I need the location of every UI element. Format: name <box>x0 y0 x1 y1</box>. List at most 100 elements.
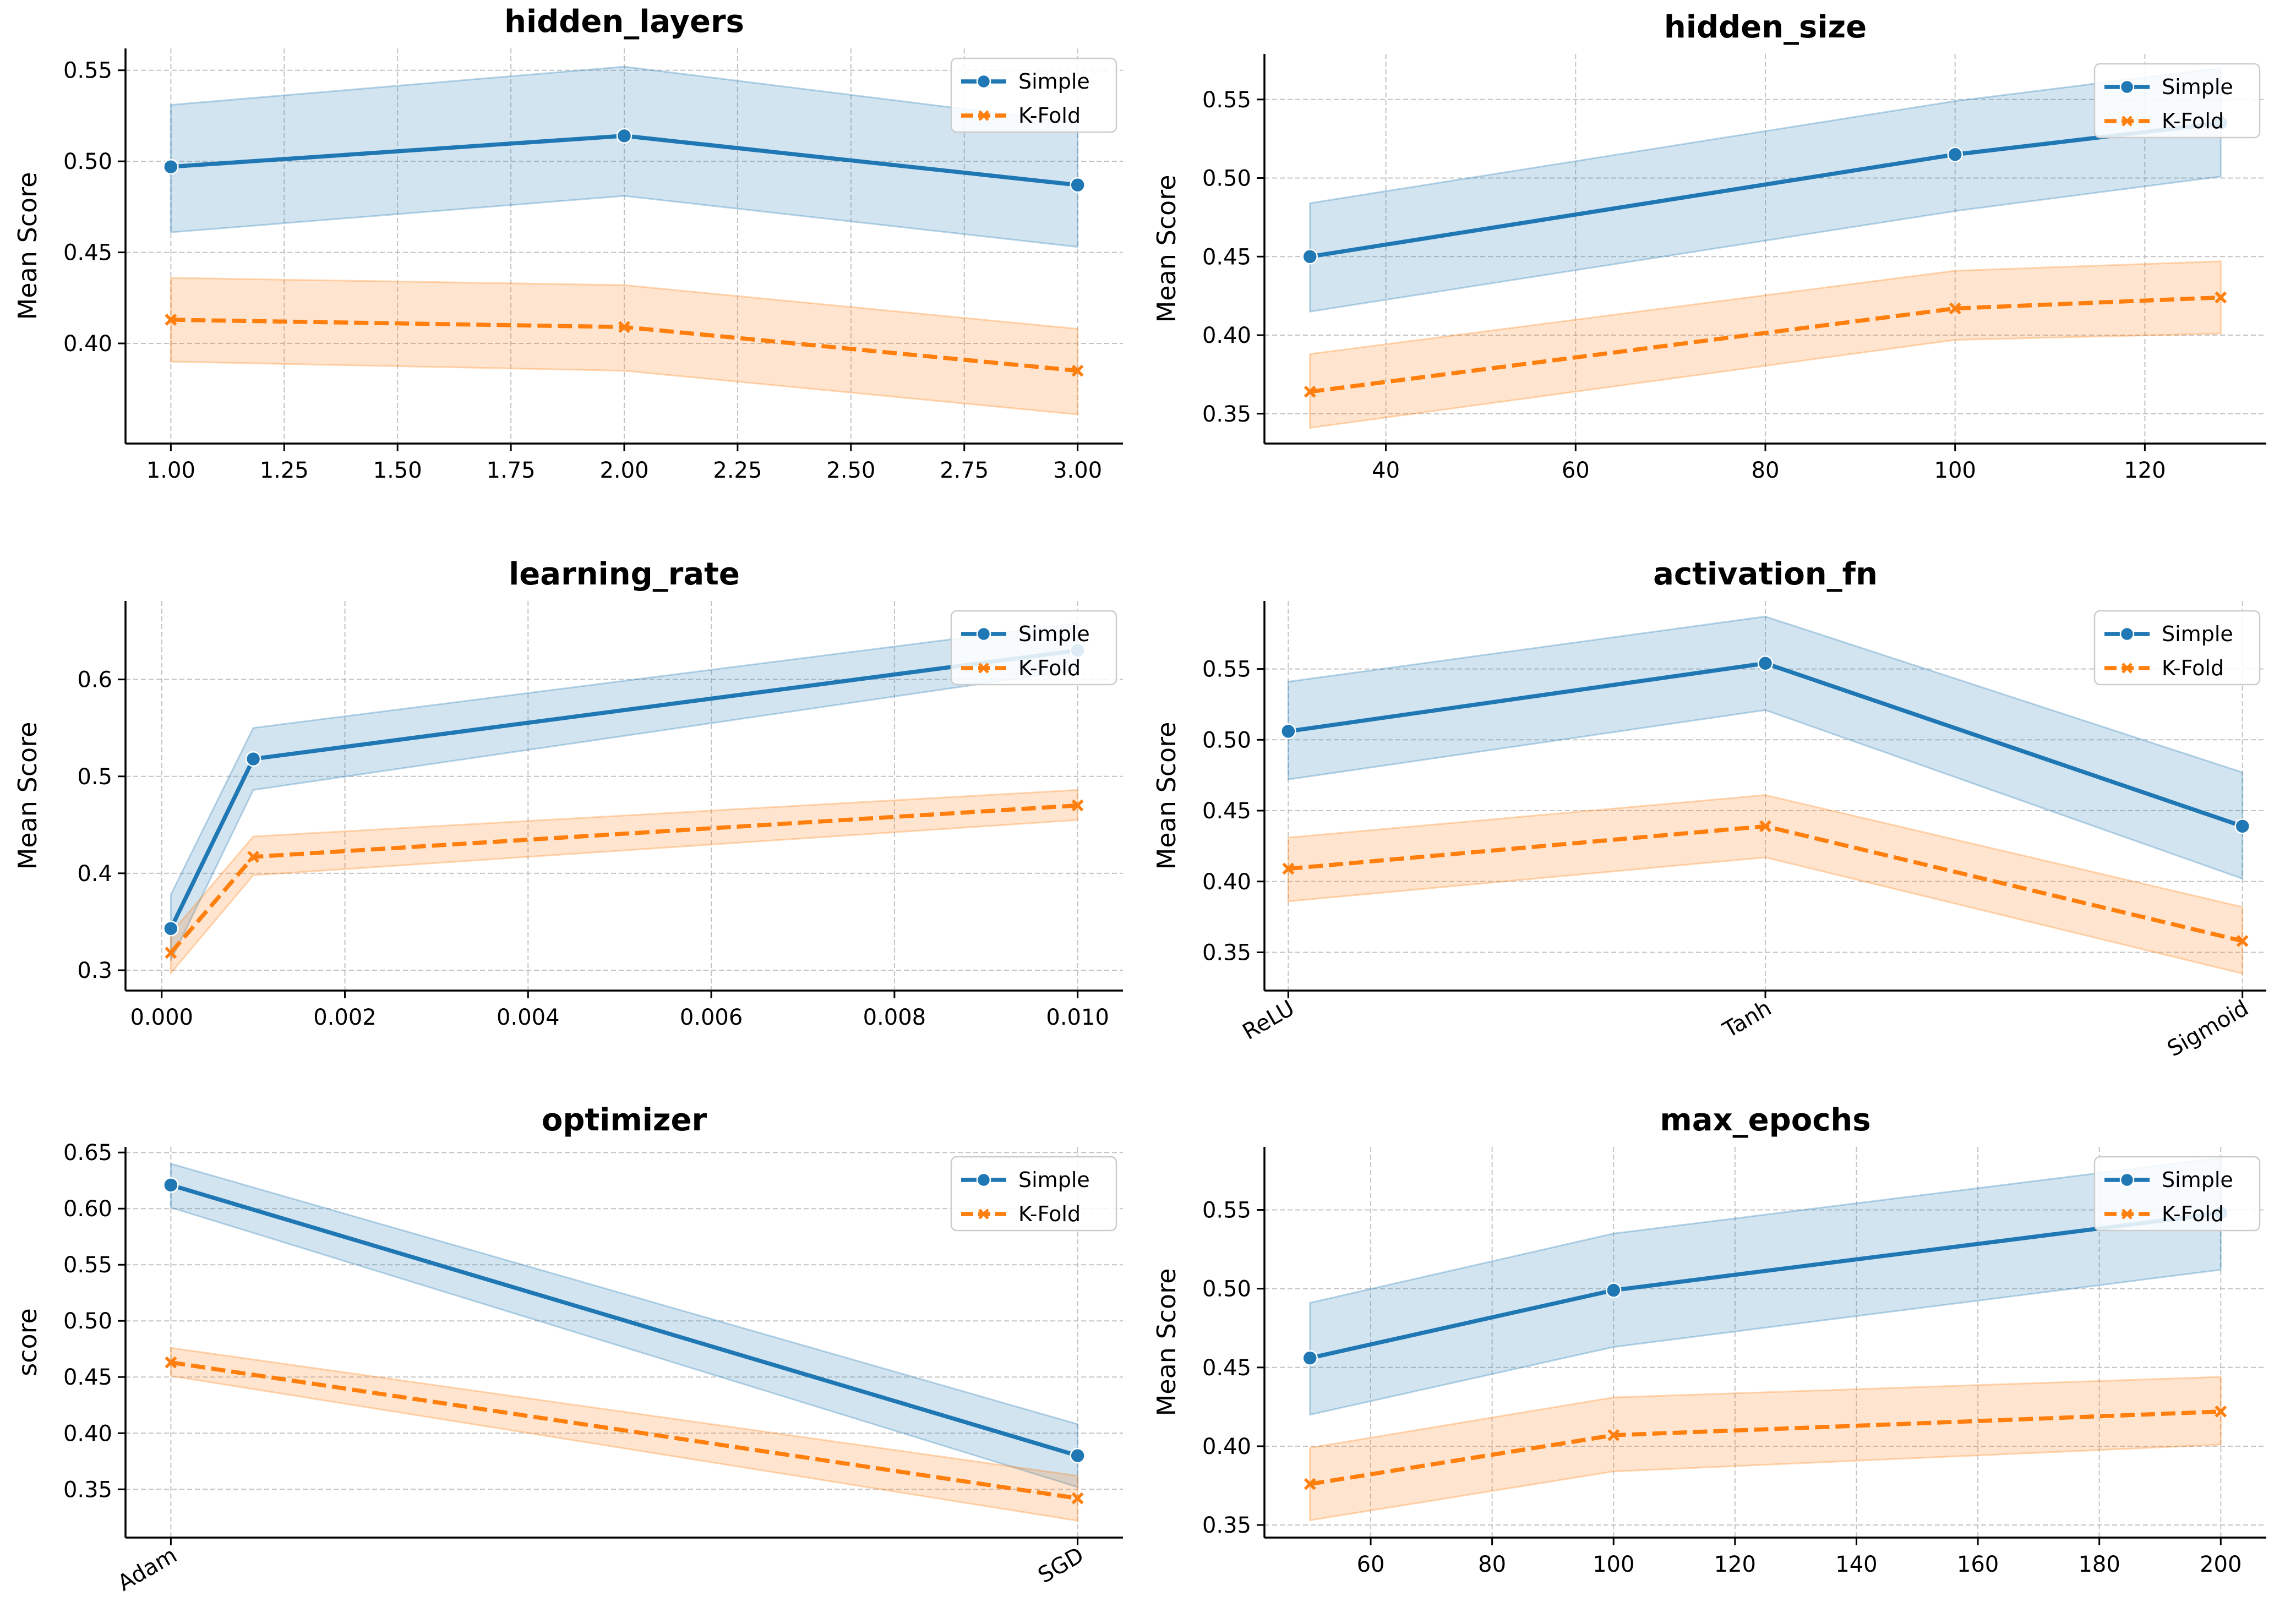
data-point-kfold <box>165 1356 177 1369</box>
chart-title: activation_fn <box>1653 556 1878 592</box>
data-point-simple <box>2234 818 2250 834</box>
y-tick-label: 0.3 <box>77 958 112 983</box>
legend-marker-simple <box>2119 79 2135 95</box>
chart-panel-optimizer: Adam SGD 0.35 0.40 0.45 0.50 0.55 0.60 0.65 optim… <box>13 1102 1123 1596</box>
confidence-band-simple <box>170 1162 1079 1489</box>
y-tick-label: 0.55 <box>1202 657 1251 682</box>
x-tick-label: 40 <box>1372 458 1400 483</box>
y-axis-label: Mean Score <box>13 172 42 320</box>
x-tick-label: 60 <box>1357 1552 1385 1577</box>
x-tick-label: 100 <box>1593 1552 1634 1577</box>
y-tick-label: 0.65 <box>63 1140 112 1166</box>
legend-marker-kfold <box>978 110 989 121</box>
confidence-band-k-fold <box>1309 260 2222 429</box>
x-tick-label: 80 <box>1478 1552 1506 1577</box>
x-tick-label: 0.006 <box>680 1005 743 1030</box>
x-tick-label: 2.00 <box>599 458 648 483</box>
data-point-kfold <box>618 321 630 333</box>
data-point-kfold <box>1071 1492 1084 1505</box>
legend-marker-simple <box>976 1172 991 1188</box>
legend-marker-kfold <box>978 663 989 674</box>
x-tick-label: 160 <box>1957 1552 1999 1577</box>
y-tick-label: 0.50 <box>1202 728 1251 753</box>
y-tick-label: 0.50 <box>1202 166 1251 192</box>
y-tick-label: 0.55 <box>63 1253 112 1278</box>
data-point-simple <box>163 921 179 937</box>
y-tick-label: 0.45 <box>63 1365 112 1390</box>
x-tick-label: 0.008 <box>863 1005 926 1030</box>
x-tick-label: Adam <box>113 1543 181 1596</box>
data-point-simple <box>616 128 632 144</box>
legend: Simple K-Fold <box>2093 610 2261 686</box>
x-tick-label: 0.010 <box>1046 1005 1109 1030</box>
legend-label: Simple <box>2162 75 2233 99</box>
x-tick-label: 200 <box>2200 1552 2242 1577</box>
x-tick-label: 2.50 <box>826 458 875 483</box>
x-tick-label: 140 <box>1835 1552 1877 1577</box>
data-point-simple <box>1757 655 1774 671</box>
legend-label: Simple <box>1018 69 1090 94</box>
legend-marker-kfold <box>978 1209 989 1220</box>
x-tick-label: 0.000 <box>130 1005 193 1030</box>
y-tick-label: 0.6 <box>77 668 112 693</box>
x-tick-label: 1.50 <box>373 458 422 483</box>
x-tick-label: 1.75 <box>487 458 536 483</box>
confidence-band-simple <box>1287 615 2244 880</box>
data-point-kfold <box>1949 302 1961 315</box>
x-tick-label: SGD <box>1034 1543 1088 1588</box>
confidence-band-simple <box>1309 67 2222 313</box>
x-tick-label: 2.25 <box>713 458 762 483</box>
data-point-kfold <box>1304 385 1316 398</box>
y-axis-label: score <box>13 1308 42 1376</box>
confidence-band-simple <box>170 65 1079 248</box>
chart-title: optimizer <box>542 1102 707 1138</box>
series-line-k-fold <box>170 1360 1078 1501</box>
y-tick-label: 0.50 <box>1202 1277 1251 1302</box>
y-tick-label: 0.40 <box>63 1421 112 1446</box>
chart-panel-hidden-size: 40 60 80 100 120 0.35 0.40 0.45 0.50 0.55 hidden_s… <box>1152 9 2266 483</box>
chart-panel-max-epochs: 60 80 100 120 140 160 180 200 0.35 0.40 0.45 0.50 0.… <box>1152 1102 2266 1577</box>
data-point-simple <box>1302 249 1318 265</box>
legend-marker-simple <box>976 626 991 642</box>
legend-marker-simple <box>2119 1172 2135 1188</box>
y-axis-label: Mean Score <box>13 722 42 870</box>
x-tick-label: 1.25 <box>260 458 309 483</box>
legend-marker-kfold <box>2122 1209 2133 1220</box>
y-tick-label: 0.55 <box>1202 88 1251 113</box>
y-tick-label: 0.35 <box>63 1477 112 1502</box>
x-tick-label: 120 <box>2124 458 2166 483</box>
y-tick-label: 0.55 <box>63 58 112 84</box>
data-point-kfold <box>2215 1406 2227 1418</box>
data-point-kfold <box>1282 862 1295 875</box>
y-tick-label: 0.50 <box>63 1309 112 1334</box>
confidence-band-k-fold <box>1287 794 2244 975</box>
y-tick-label: 0.4 <box>77 861 112 887</box>
data-point-simple <box>163 158 179 175</box>
legend-label: K-Fold <box>2162 1202 2224 1226</box>
data-point-kfold <box>165 314 177 326</box>
chart-title: max_epochs <box>1660 1102 1871 1138</box>
y-tick-label: 0.35 <box>1202 1513 1251 1538</box>
y-tick-label: 0.35 <box>1202 940 1251 965</box>
chart-title: hidden_layers <box>504 4 744 40</box>
data-point-simple <box>1280 723 1296 740</box>
legend-label: K-Fold <box>1018 1202 1081 1226</box>
legend: Simple K-Fold <box>950 57 1117 133</box>
legend-label: Simple <box>2162 622 2233 646</box>
legend: Simple K-Fold <box>2093 1156 2261 1232</box>
series-line-k-fold <box>1310 295 2221 394</box>
y-tick-label: 0.40 <box>63 331 112 357</box>
data-point-kfold <box>1304 1478 1316 1490</box>
confidence-band-simple <box>170 622 1079 961</box>
x-tick-label: 1.00 <box>146 458 195 483</box>
x-tick-label: ReLU <box>1239 996 1299 1045</box>
data-point-simple <box>163 1177 179 1193</box>
y-tick-label: 0.60 <box>63 1196 112 1222</box>
y-axis-label: Mean Score <box>1152 1268 1181 1417</box>
x-tick-label: 120 <box>1714 1552 1756 1577</box>
legend: Simple K-Fold <box>950 610 1117 686</box>
confidence-band-k-fold <box>170 789 1079 976</box>
legend-label: K-Fold <box>2162 109 2224 133</box>
legend-label: Simple <box>1018 622 1090 646</box>
